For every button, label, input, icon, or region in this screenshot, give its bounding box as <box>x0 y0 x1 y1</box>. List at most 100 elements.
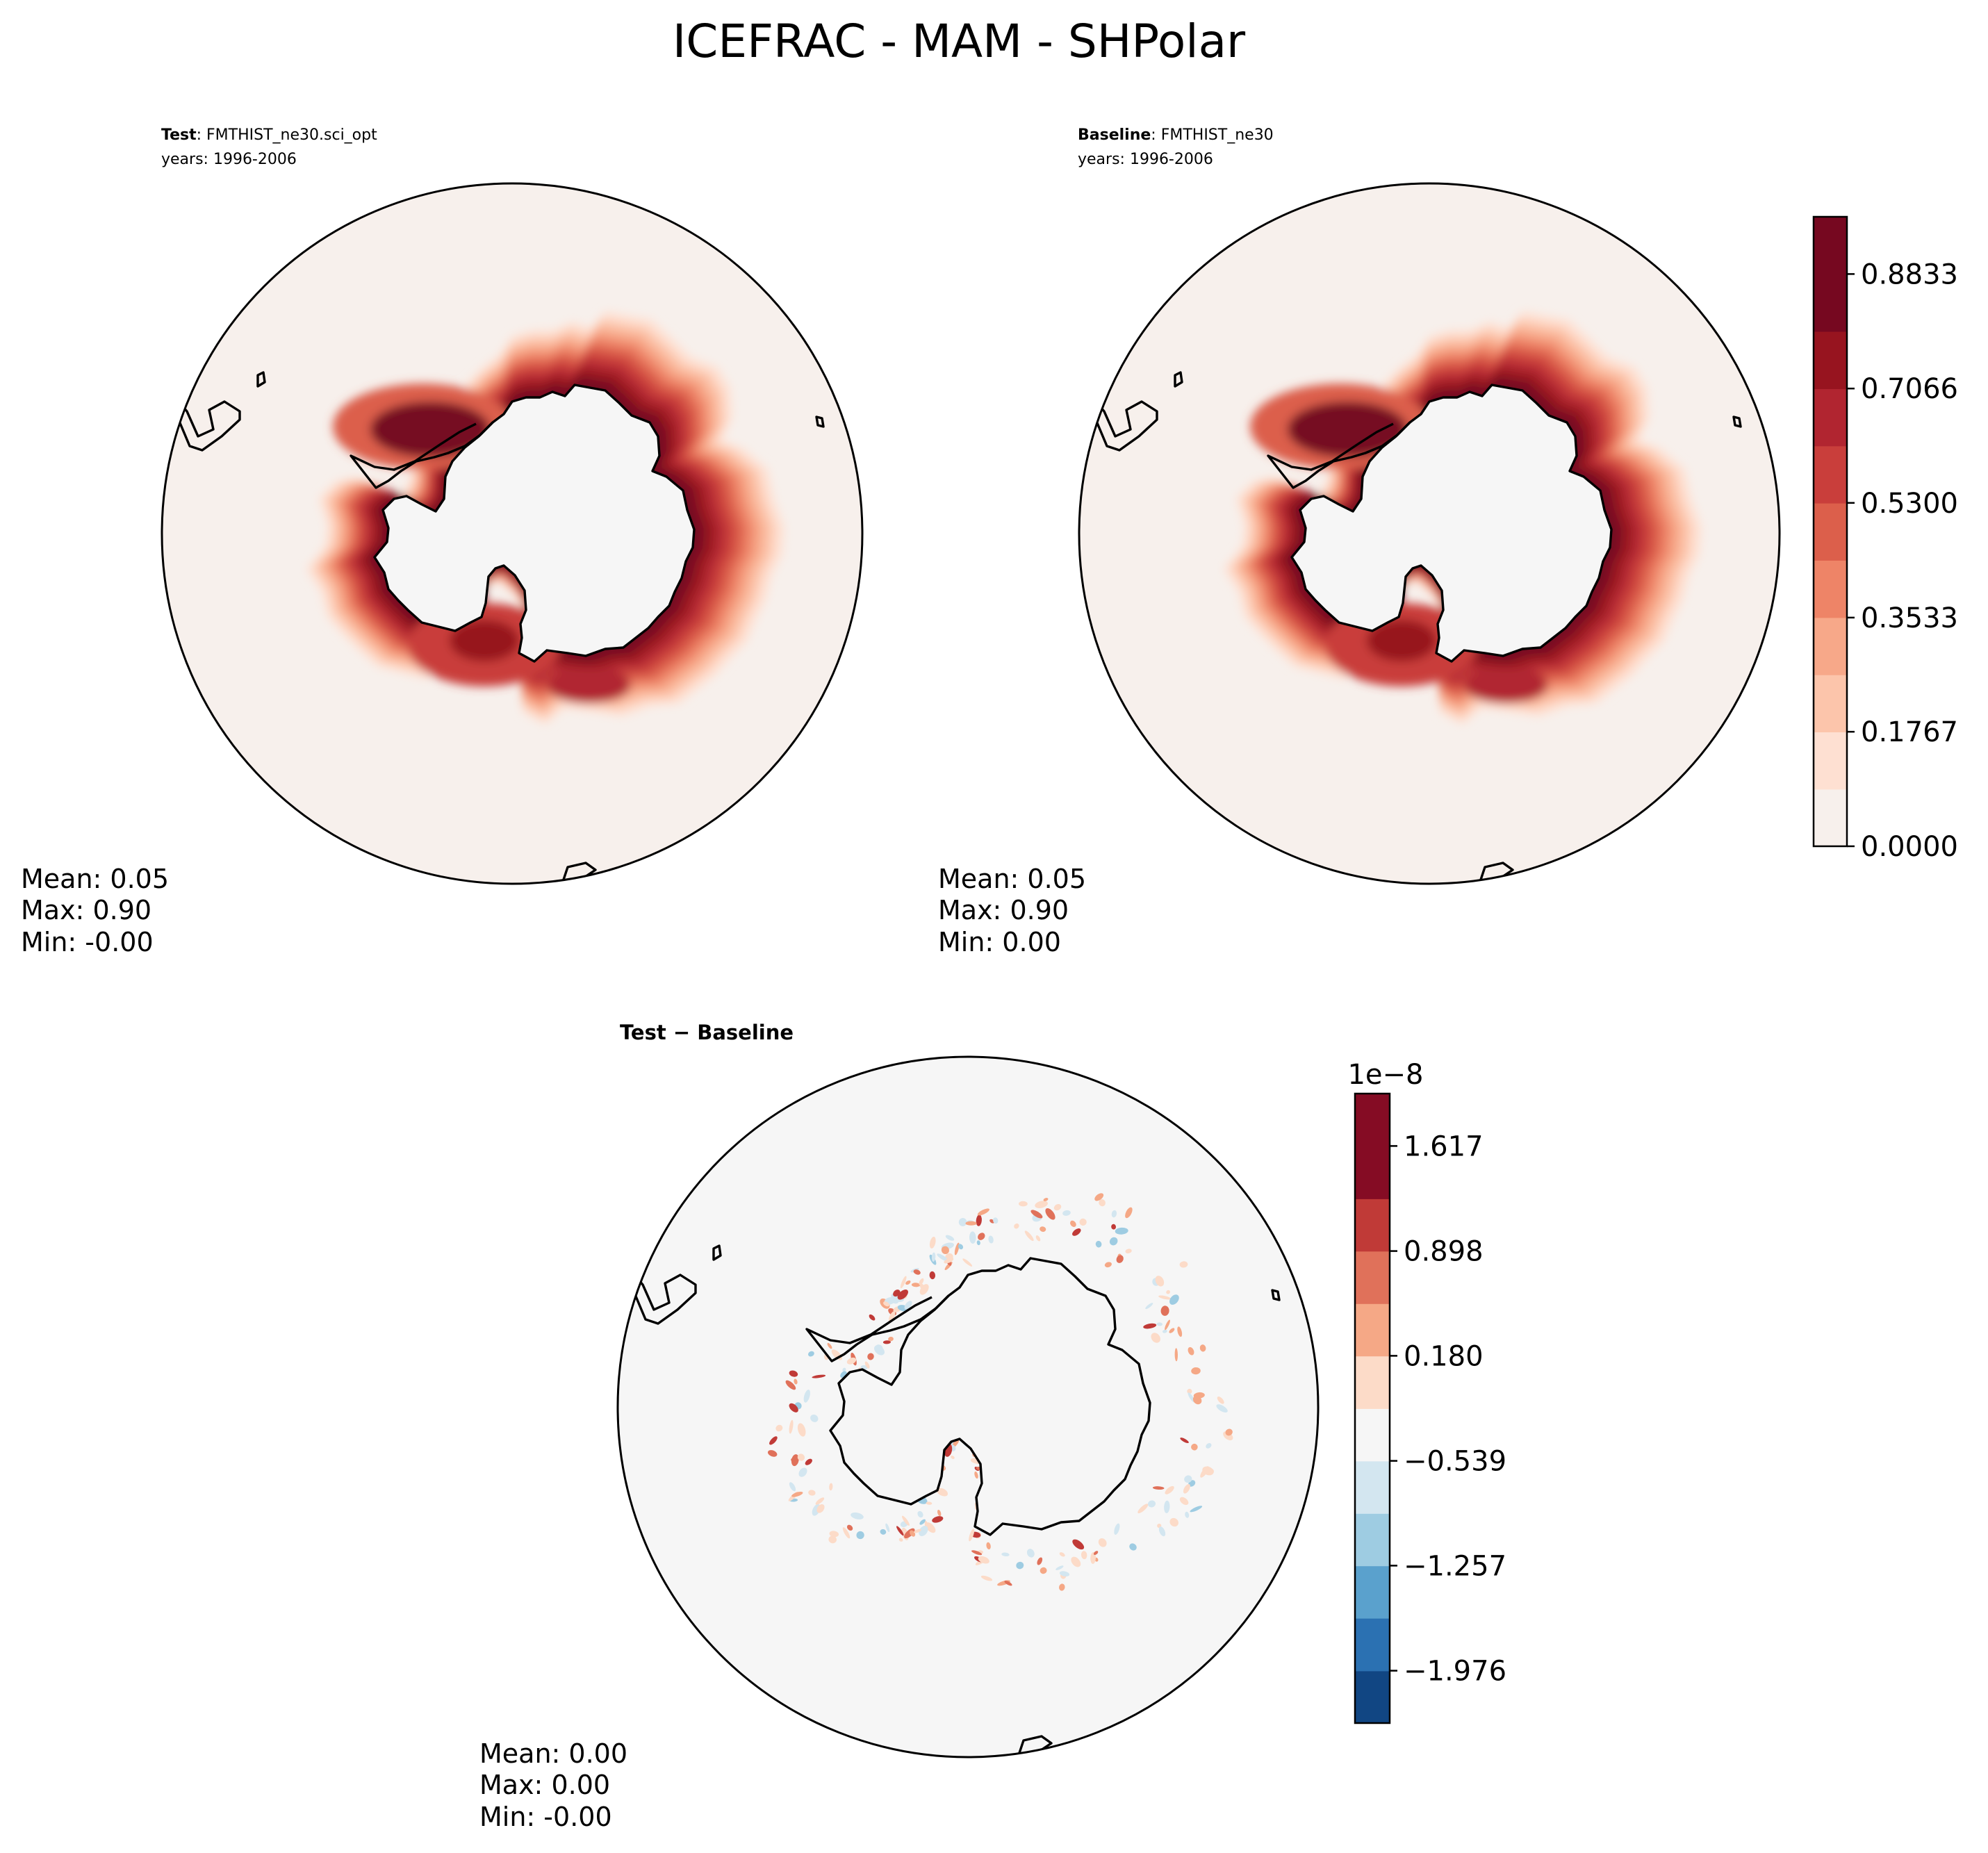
diff-speck-190 <box>1165 1485 1174 1494</box>
diff-speck-107 <box>958 1218 967 1226</box>
diff-speck-166 <box>958 1244 964 1250</box>
panel-test: Test: FMTHIST_ne30.sci_opt years: 1996-2… <box>21 126 864 957</box>
diff-speck-5 <box>785 1380 796 1390</box>
diff-speck-229 <box>962 1258 973 1267</box>
baseline-map <box>1078 182 1781 885</box>
diff-speck-257 <box>856 1531 864 1540</box>
diff-speck-87 <box>1062 1210 1071 1216</box>
colorbar-diff-segment-2 <box>1355 1565 1390 1619</box>
baseline-stat-max: Max: 0.90 <box>938 895 1069 925</box>
diff-speck-185 <box>789 1370 798 1377</box>
diff-speck-94 <box>1155 1276 1165 1287</box>
diff-speck-47 <box>769 1436 778 1445</box>
diff-speck-63 <box>1072 1539 1085 1550</box>
diff-speck-254 <box>789 1419 794 1434</box>
diff-speck-160 <box>803 1390 810 1403</box>
colorbar-diff-tick-label-3: 0.180 <box>1404 1340 1484 1372</box>
diff-speck-217 <box>1151 1333 1160 1343</box>
baseline-years: years: 1996-2006 <box>1078 151 1213 168</box>
test-weddell-core <box>370 402 490 457</box>
diff-speck-258 <box>977 1208 989 1216</box>
diff-speck-108 <box>1152 1486 1165 1490</box>
baseline-stat-mean: Mean: 0.05 <box>938 864 1086 894</box>
colorbar-main-tick-label-1: 0.1767 <box>1861 716 1958 748</box>
diff-speck-91 <box>846 1524 853 1531</box>
diff-speck-99 <box>1162 1329 1167 1333</box>
diff-speck-182 <box>829 1531 839 1538</box>
diff-speck-244 <box>1094 1193 1104 1201</box>
diff-speck-196 <box>1099 1199 1106 1207</box>
diff-speck-144 <box>1059 1583 1065 1591</box>
diff-boundary <box>616 1055 1320 1759</box>
diff-speck-253 <box>1045 1208 1055 1220</box>
diff-map-field <box>618 1057 1318 1757</box>
diff-speck-79 <box>1111 1210 1117 1218</box>
diff-speck-6 <box>1040 1226 1046 1232</box>
diff-speck-222 <box>1001 1552 1010 1557</box>
diff-speck-213 <box>1174 1348 1178 1362</box>
colorbar-diff-scale-label: 1e−8 <box>1347 1059 1423 1091</box>
test-stat-mean: Mean: 0.05 <box>21 864 169 894</box>
colorbar-main-tick-label-3: 0.5300 <box>1861 488 1958 520</box>
diff-coast-island-1 <box>712 1244 722 1261</box>
baseline-title: Baseline: FMTHIST_ne30 <box>1078 126 1274 144</box>
diff-speck-141 <box>1059 1552 1065 1557</box>
diff-speck-121 <box>829 1483 833 1491</box>
base-amundsen <box>1464 667 1547 703</box>
diff-speck-206 <box>797 1453 805 1461</box>
colorbar-diff: −1.976 −1.257 −0.539 0.180 0.898 1.617 1e−8 <box>1347 1059 1506 1724</box>
diff-speck-188 <box>1137 1504 1149 1514</box>
diff-title: Test − Baseline <box>620 1021 794 1044</box>
diff-speck-239 <box>808 1490 816 1496</box>
diff-speck-203 <box>789 1403 798 1413</box>
colorbar-diff-tick-label-1: −1.257 <box>1404 1550 1506 1582</box>
diff-speck-89 <box>1188 1392 1195 1403</box>
diff-speck-51 <box>1145 1303 1153 1310</box>
diff-coast-peninsula <box>805 1294 950 1362</box>
diff-speck-237 <box>931 1252 936 1262</box>
diff-speck-132 <box>1165 1319 1170 1331</box>
colorbar-main-tick-label-2: 0.3533 <box>1861 602 1958 634</box>
diff-speck-171 <box>775 1424 783 1432</box>
diff-speck-154 <box>1111 1224 1117 1230</box>
base-weddell-core <box>1288 402 1407 457</box>
diff-speck-204 <box>880 1529 887 1535</box>
diff-speck-103 <box>851 1512 864 1520</box>
colorbar-main-tick-label-4: 0.7066 <box>1861 373 1958 405</box>
diff-speck-62 <box>1125 1249 1132 1254</box>
colorbar-diff-segment-11 <box>1355 1094 1390 1147</box>
diff-speck-224 <box>827 1342 832 1349</box>
test-map-field <box>162 183 862 884</box>
diff-speck-162 <box>954 1242 960 1255</box>
colorbar-diff-segment-0 <box>1355 1670 1390 1724</box>
diff-speck-117 <box>1070 1220 1076 1228</box>
diff-speck-128 <box>1095 1240 1102 1248</box>
diff-speck-212 <box>1225 1428 1233 1436</box>
colorbar-main-segment-1 <box>1814 732 1847 790</box>
diff-speck-255 <box>941 1246 949 1255</box>
test-coast-peninsula <box>350 421 494 489</box>
diff-speck-220 <box>1116 1255 1124 1263</box>
diff-speck-156 <box>919 1278 924 1285</box>
diff-coast-island-2 <box>1271 1289 1281 1301</box>
colorbar-diff-tick-label-2: −0.539 <box>1404 1446 1506 1478</box>
diff-speck-59 <box>816 1504 825 1513</box>
colorbar-main-segment-8 <box>1814 331 1847 389</box>
colorbar-main-segment-9 <box>1814 274 1847 332</box>
baseline-stat-min: Min: 0.00 <box>938 927 1061 957</box>
colorbar-diff-segment-5 <box>1355 1408 1390 1462</box>
diff-speck-176 <box>1164 1500 1170 1513</box>
diff-speck-226 <box>1166 1290 1170 1294</box>
diff-speck-245 <box>1160 1306 1169 1316</box>
diff-speck-58 <box>767 1450 778 1457</box>
base-ross-core <box>1367 620 1436 661</box>
colorbar-diff-segment-8 <box>1355 1251 1390 1304</box>
diff-speck-142 <box>919 1526 928 1536</box>
colorbar-diff-segment-4 <box>1355 1460 1390 1514</box>
diff-speck-221 <box>1059 1571 1070 1576</box>
colorbar-main-segment-10 <box>1814 217 1847 275</box>
diff-stat-min: Min: -0.00 <box>479 1802 612 1832</box>
diff-land <box>830 1258 1150 1535</box>
colorbar-diff-segment-3 <box>1355 1513 1390 1567</box>
diff-stat-max: Max: 0.00 <box>479 1770 610 1800</box>
